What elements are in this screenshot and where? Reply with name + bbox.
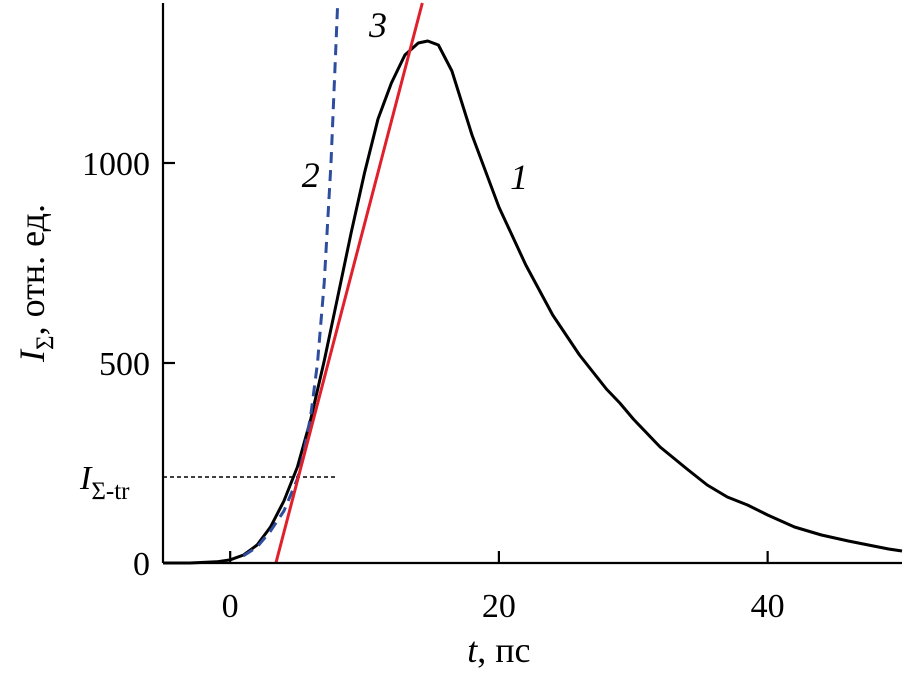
series-1-line <box>163 39 903 565</box>
series-layer <box>163 2 903 565</box>
y-tick-label: 0 <box>133 546 150 583</box>
threshold-label: IΣ-tr <box>79 460 130 505</box>
series-2-line <box>242 2 340 558</box>
labels: t, пс IΣ, отн. ед. 1 2 3 <box>12 5 531 670</box>
x-tick-label: 40 <box>751 588 785 625</box>
curve-label-3: 3 <box>368 5 387 45</box>
y-tick-label: 500 <box>99 346 150 383</box>
y-tick-label: 1000 <box>82 146 150 183</box>
axes: 0 20 40 0 500 1000 IΣ-tr <box>79 3 902 625</box>
curve-label-2: 2 <box>302 155 320 195</box>
x-tick-label: 20 <box>482 588 516 625</box>
x-axis-title: t, пс <box>467 630 530 670</box>
y-axis-title: IΣ, отн. ед. <box>12 204 59 363</box>
curve-label-1: 1 <box>510 157 528 197</box>
series-3-line <box>274 2 424 564</box>
x-tick-label: 0 <box>222 588 239 625</box>
